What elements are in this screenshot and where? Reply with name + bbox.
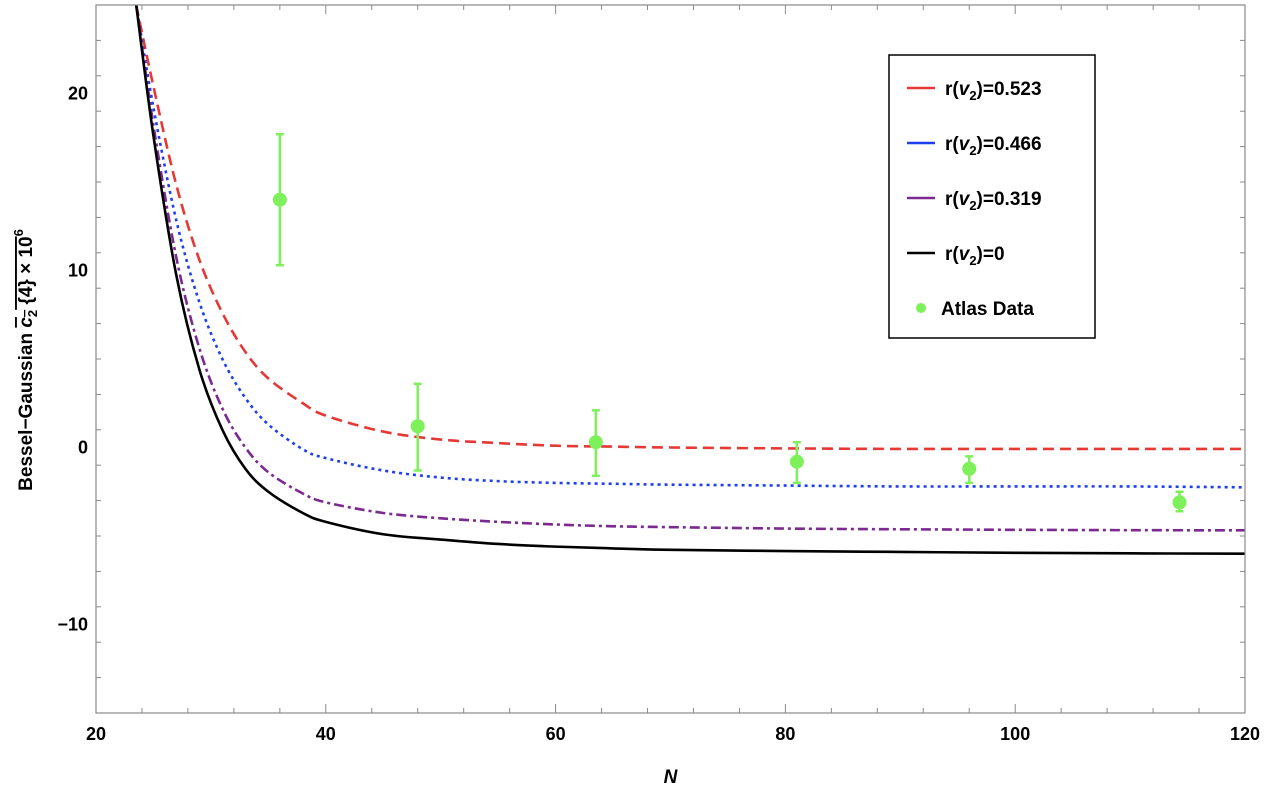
x-tick-label: 20 (86, 724, 106, 744)
x-tick-label: 40 (316, 724, 336, 744)
y-tick-label: −10 (57, 615, 88, 635)
legend-label: r(v2)=0.319 (945, 189, 1042, 213)
legend-label: r(v2)=0 (945, 244, 1005, 268)
legend-label: r(v2)=0.466 (945, 134, 1042, 158)
x-tick-label: 80 (775, 724, 795, 744)
data-point (789, 454, 804, 469)
data-point (272, 192, 287, 207)
x-tick-label: 60 (546, 724, 566, 744)
y-tick-label: 10 (68, 261, 88, 281)
plot-area (134, 5, 1245, 555)
legend-label: r(v2)=0.523 (945, 79, 1042, 103)
x-axis-title: N (664, 767, 679, 788)
series-line-3 (134, 5, 1245, 555)
series-line-1 (134, 5, 1245, 489)
series-line-0 (134, 5, 1245, 451)
series-line-2 (134, 5, 1245, 532)
legend: r(v2)=0.523 r(v2)=0.466 r(v2)=0.319 r(v2)=0… (888, 54, 1096, 339)
data-point (962, 461, 977, 476)
x-tick-label: 120 (1230, 724, 1260, 744)
data-point (588, 435, 603, 450)
legend-box (888, 54, 1096, 339)
y-tick-label: 0 (78, 438, 88, 458)
y-tick-label: 20 (68, 84, 88, 104)
data-point (1172, 495, 1187, 510)
data-point (410, 419, 425, 434)
x-tick-label: 100 (1000, 724, 1030, 744)
legend-marker (916, 303, 926, 313)
y-axis-title: Bessel−Gaussian c2 {4} × 106 (11, 229, 40, 491)
legend-label: Atlas Data (941, 299, 1034, 320)
